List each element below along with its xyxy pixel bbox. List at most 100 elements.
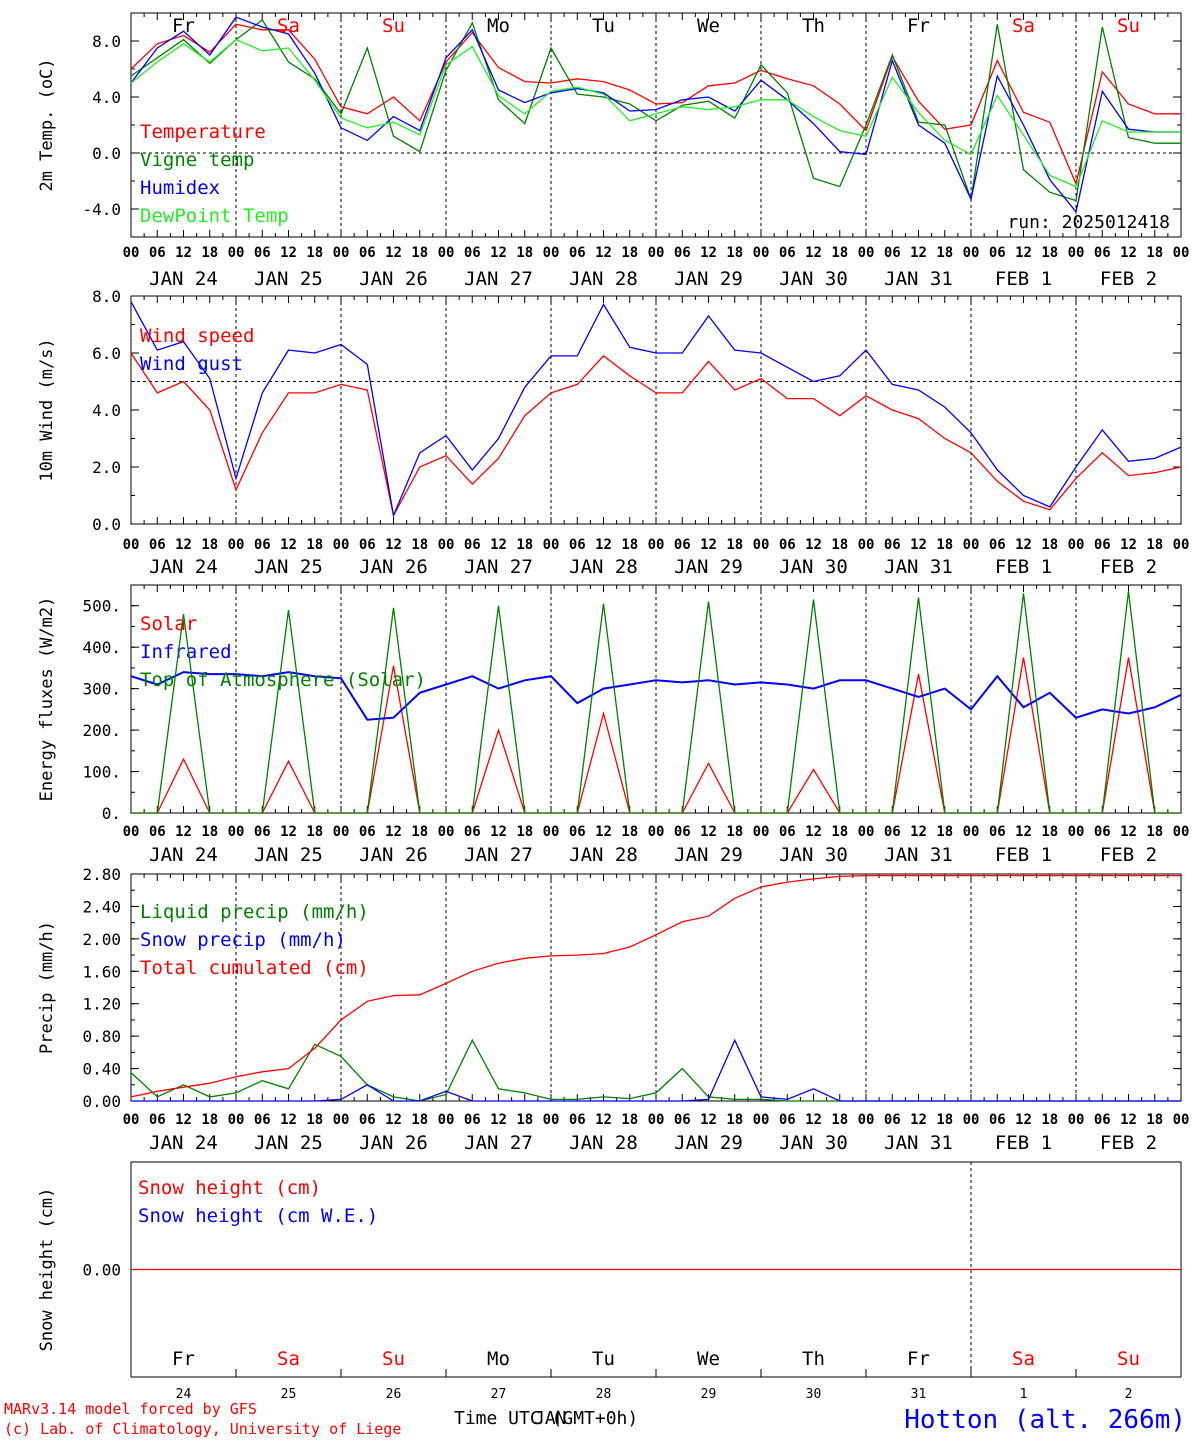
series-line: [130, 38, 1181, 188]
hour-tick-label: 06: [254, 245, 271, 261]
day-label: Sa: [1012, 1348, 1035, 1370]
chart-panels: -4.0 0.0 4.0 8.0 2m Temp. (oC) Temperature Vig…: [37, 12, 1190, 1402]
legend-entry: Solar: [140, 613, 197, 635]
date-label: JAN 29: [674, 1132, 743, 1154]
hour-tick-label: 00: [543, 1112, 560, 1128]
y-tick-label: 4.0: [92, 401, 121, 420]
day-label: Sa: [277, 15, 300, 37]
date-label: JAN 26: [359, 844, 428, 866]
y-tick-label: 500.: [82, 597, 121, 616]
date-label: JAN 30: [779, 556, 848, 578]
hour-tick-label: 06: [674, 537, 691, 553]
day-label: Su: [382, 15, 405, 37]
hour-tick-label: 12: [910, 537, 927, 553]
hour-tick-label: 00: [543, 245, 560, 261]
hour-tick-label: 18: [306, 537, 323, 553]
legend-entry: Wind gust: [140, 353, 243, 375]
hour-tick-label: 00: [333, 537, 350, 553]
hour-tick-label: 18: [1146, 1112, 1163, 1128]
day-label: Sa: [1012, 15, 1035, 37]
hour-tick-label: 06: [464, 537, 481, 553]
hour-tick-label: 00: [858, 245, 875, 261]
hour-tick-label: 00: [1068, 537, 1085, 553]
hour-tick-label: 12: [175, 824, 192, 840]
series-line: [130, 19, 1181, 202]
hour-tick-label: 18: [831, 824, 848, 840]
date-label: JAN 24: [149, 556, 218, 578]
hour-tick-label: 00: [333, 245, 350, 261]
day-number: 31: [911, 1387, 927, 1402]
hour-tick-label: 12: [490, 1112, 507, 1128]
hour-tick-label: 00: [753, 1112, 770, 1128]
hour-tick-label: 00: [1173, 537, 1190, 553]
day-number: 2: [1125, 1387, 1133, 1402]
date-label: FEB 1: [995, 268, 1052, 290]
date-label: JAN 24: [149, 1132, 218, 1154]
y-tick-label: 200.: [82, 721, 121, 740]
y-tick-label: 0.40: [82, 1060, 121, 1079]
hour-tick-label: 12: [490, 824, 507, 840]
time-axis-overlap-text: JAN: [534, 1408, 567, 1429]
hour-tick-label: 06: [254, 537, 271, 553]
day-label: Su: [1117, 15, 1140, 37]
series-line: [130, 352, 1182, 518]
date-label: JAN 31: [884, 1132, 953, 1154]
hour-tick-label: 00: [963, 824, 980, 840]
hour-tick-label: 06: [569, 245, 586, 261]
date-label: FEB 1: [995, 844, 1052, 866]
hour-tick-label: 18: [621, 1112, 638, 1128]
hour-tick-label: 18: [1041, 245, 1058, 261]
date-label: JAN 31: [884, 556, 953, 578]
y-tick-label: 100.: [82, 763, 121, 782]
hour-tick-label: 06: [464, 245, 481, 261]
y-axis-label: Precip (mm/h): [37, 921, 57, 1054]
hour-tick-label: 06: [569, 537, 586, 553]
series-line: [130, 301, 1182, 518]
hour-tick-label: 18: [411, 537, 428, 553]
y-tick-label: 1.60: [82, 962, 121, 981]
hour-tick-label: 12: [910, 824, 927, 840]
legend-entry: Snow height (cm): [138, 1177, 321, 1199]
date-label: JAN 31: [884, 844, 953, 866]
legend-entry: Total cumulated (cm): [140, 957, 369, 979]
hour-tick-label: 00: [963, 1112, 980, 1128]
hour-tick-label: 06: [254, 824, 271, 840]
hour-tick-label: 18: [306, 1112, 323, 1128]
hour-tick-label: 12: [595, 537, 612, 553]
hour-tick-label: 18: [1041, 537, 1058, 553]
hour-tick-label: 18: [411, 824, 428, 840]
date-label: JAN 29: [674, 268, 743, 290]
panel-3: 0. 100. 200. 300. 400. 500. Energy fluxes (W/m…: [37, 584, 1189, 866]
footer: MARv3.14 model forced by GFS (c) Lab. of…: [4, 1400, 1186, 1438]
date-label: JAN 28: [569, 1132, 638, 1154]
y-tick-label: 0.: [102, 804, 121, 823]
hour-tick-label: 00: [963, 537, 980, 553]
series-line: [130, 23, 1181, 186]
panel-4: 0.00 0.40 0.80 1.20 1.60 2.00 2.40 2.80 Precip (…: [37, 865, 1189, 1154]
hour-tick-label: 06: [569, 824, 586, 840]
day-label: We: [697, 15, 720, 37]
hour-tick-label: 00: [648, 245, 665, 261]
date-label: JAN 24: [149, 268, 218, 290]
hour-tick-label: 00: [438, 1112, 455, 1128]
hour-tick-label: 12: [910, 245, 927, 261]
hour-tick-label: 18: [726, 824, 743, 840]
hour-tick-label: 00: [123, 245, 140, 261]
hour-tick-label: 06: [569, 1112, 586, 1128]
hour-tick-label: 18: [1146, 824, 1163, 840]
y-tick-label: 8.0: [92, 287, 121, 306]
legend-entry: DewPoint Temp: [140, 205, 289, 227]
hour-tick-label: 18: [621, 245, 638, 261]
date-label: JAN 30: [779, 844, 848, 866]
day-label: Fr: [172, 15, 195, 37]
hour-tick-label: 00: [858, 537, 875, 553]
hour-tick-label: 18: [621, 824, 638, 840]
hour-tick-label: 06: [149, 1112, 166, 1128]
hour-tick-label: 00: [648, 824, 665, 840]
day-number: 24: [176, 1387, 192, 1402]
date-label: FEB 2: [1100, 844, 1157, 866]
footer-lab-text: (c) Lab. of Climatology, University of L…: [4, 1420, 401, 1438]
hour-tick-label: 12: [700, 245, 717, 261]
hour-tick-label: 12: [700, 1112, 717, 1128]
hour-tick-label: 18: [201, 537, 218, 553]
